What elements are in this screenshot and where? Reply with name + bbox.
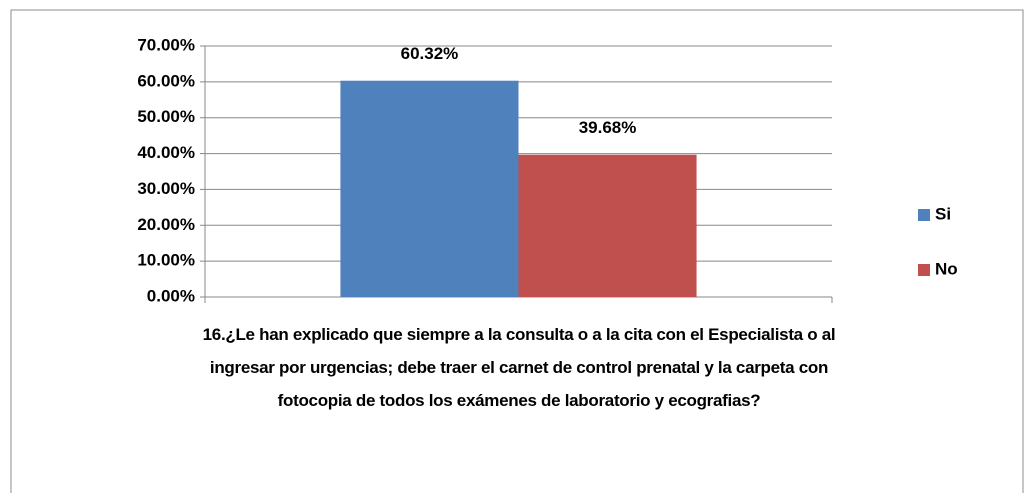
bar bbox=[518, 154, 697, 297]
y-tick-label: 20.00% bbox=[137, 215, 195, 234]
y-tick-label: 40.00% bbox=[137, 143, 195, 162]
chart-border bbox=[10, 9, 1024, 493]
y-tick-label: 10.00% bbox=[137, 251, 195, 270]
y-tick-label: 0.00% bbox=[147, 286, 195, 305]
y-tick-label: 60.00% bbox=[137, 71, 195, 90]
legend-swatch bbox=[918, 264, 930, 276]
bar bbox=[340, 80, 519, 297]
data-label: 39.68% bbox=[579, 118, 637, 137]
data-label: 60.32% bbox=[401, 44, 459, 63]
legend-label: Si bbox=[935, 204, 951, 223]
y-tick-label: 70.00% bbox=[137, 35, 195, 54]
legend-label: No bbox=[935, 259, 958, 278]
y-tick-label: 50.00% bbox=[137, 107, 195, 126]
x-category-label: 16.¿Le han explicado que siempre a la co… bbox=[202, 325, 836, 410]
y-tick-label: 30.00% bbox=[137, 179, 195, 198]
legend-swatch bbox=[918, 209, 930, 221]
